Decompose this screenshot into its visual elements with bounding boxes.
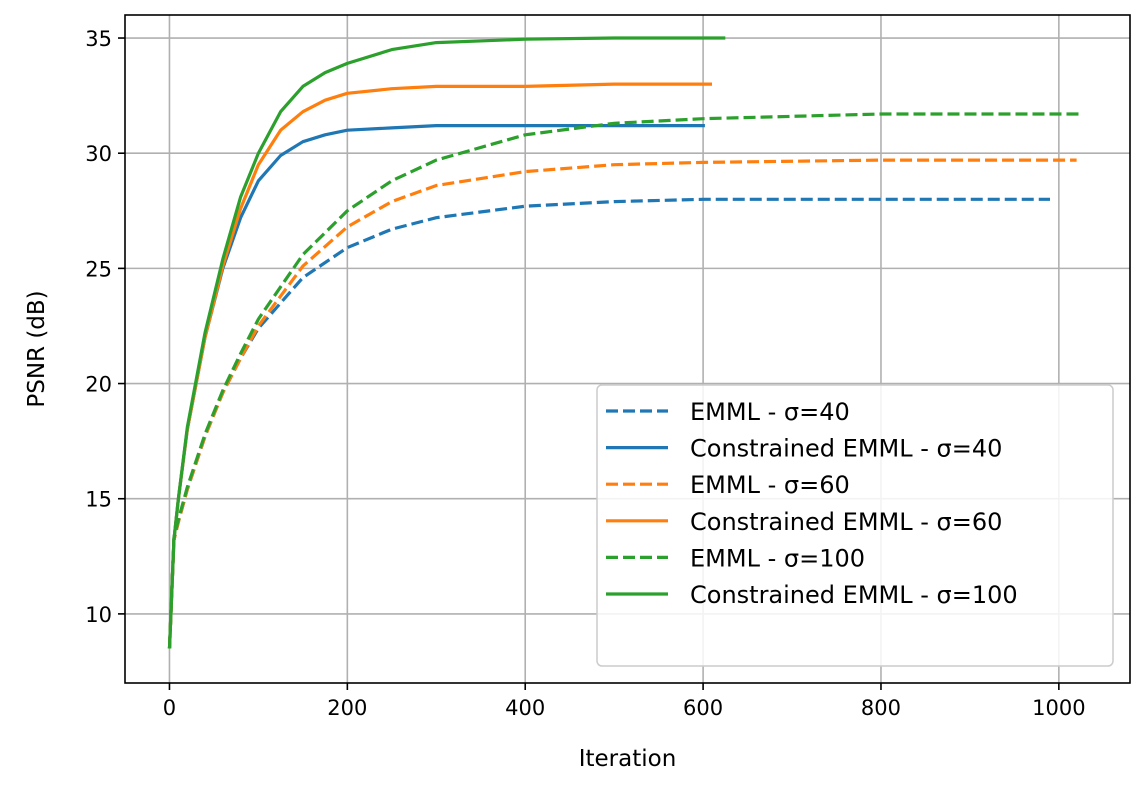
legend: EMML - σ=40 Constrained EMML - σ=40 EMML -…	[596, 384, 1114, 667]
ticks: 0 200 400 600 800 1000 10 15 20 25 30 35	[85, 27, 1085, 720]
legend-entry-label: Constrained EMML - σ=100	[690, 581, 1018, 609]
legend-box	[596, 384, 1114, 667]
plot-frame	[124, 14, 1131, 684]
x-tick-label: 600	[683, 696, 723, 720]
series-line-5	[167, 112, 1082, 649]
y-tick-label: 15	[85, 488, 112, 512]
series-line-6	[167, 36, 726, 649]
y-tick-label: 25	[85, 257, 112, 281]
legend-entry-label: EMML - σ=40	[690, 398, 850, 426]
legend-entry-label: Constrained EMML - σ=40	[690, 435, 1002, 463]
x-tick-label: 200	[327, 696, 367, 720]
legend-entry-label: Constrained EMML - σ=60	[690, 508, 1002, 536]
y-tick-label: 30	[85, 142, 112, 166]
series-lines	[167, 36, 1082, 649]
y-tick-label: 10	[85, 603, 112, 627]
x-tick-label: 0	[163, 696, 176, 720]
x-tick-label: 1000	[1032, 696, 1085, 720]
x-axis-label: Iteration	[579, 746, 677, 772]
legend-entry-label: EMML - σ=60	[690, 471, 850, 499]
y-tick-label: 35	[85, 27, 112, 51]
y-axis-label: PSNR (dB)	[24, 290, 50, 407]
x-tick-label: 800	[861, 696, 901, 720]
x-tick-label: 400	[505, 696, 545, 720]
y-tick-label: 20	[85, 373, 112, 397]
series-line-3	[167, 158, 1077, 649]
legend-entry-label: EMML - σ=100	[690, 544, 865, 572]
